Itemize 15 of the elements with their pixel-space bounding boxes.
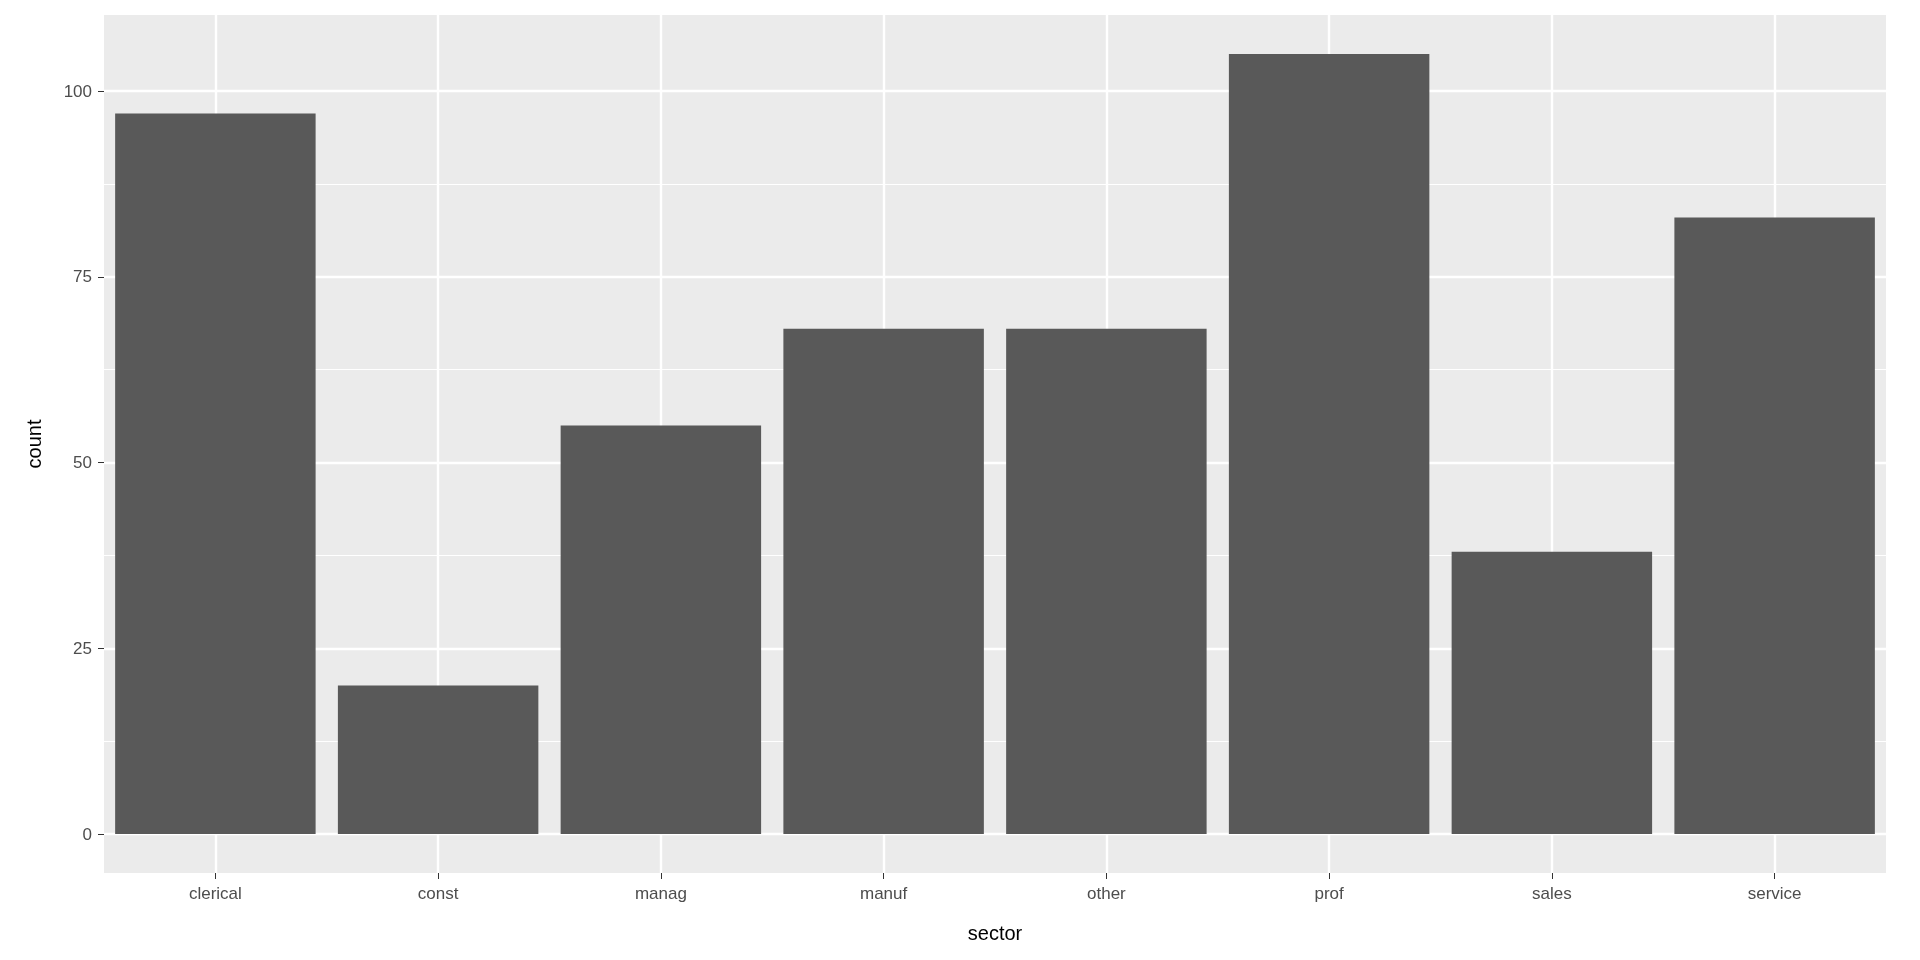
x-tick-label: other bbox=[1087, 884, 1127, 903]
y-tick-label: 50 bbox=[73, 453, 92, 473]
x-tick-label: manuf bbox=[860, 884, 908, 903]
x-tick-label: service bbox=[1747, 884, 1802, 903]
y-tick-label: 75 bbox=[73, 267, 92, 287]
x-tick-label: const bbox=[417, 884, 459, 903]
x-axis-title: sector bbox=[967, 922, 1023, 944]
y-tick-label: 100 bbox=[63, 81, 92, 101]
x-tick-label: sales bbox=[1532, 884, 1572, 903]
x-tick-label: clerical bbox=[188, 884, 242, 903]
y-tick-label: 25 bbox=[73, 638, 92, 658]
x-tick-label: prof bbox=[1314, 884, 1345, 903]
y-tick-label: 0 bbox=[82, 824, 92, 844]
x-tick-label: manag bbox=[634, 884, 687, 903]
y-axis-title: count bbox=[23, 419, 45, 469]
